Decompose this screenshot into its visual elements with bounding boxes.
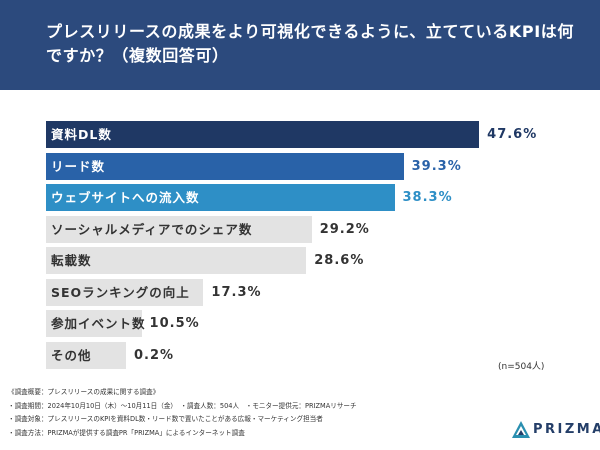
footer-line-period: ・調査期間：2024年10月10日（木）〜10月11日（金） ・調査人数：504… <box>8 401 357 410</box>
bar-3 <box>46 184 395 211</box>
bar-6 <box>46 278 204 306</box>
bar-label-2: リード数 <box>51 158 106 174</box>
bar-2 <box>46 152 404 180</box>
bar-value-5: 28.6% <box>314 253 365 268</box>
bar-label-7: 参加イベント数 <box>51 316 146 331</box>
bar-5 <box>46 247 307 274</box>
bar-value-4: 29.2% <box>319 221 370 237</box>
bar-label-5: 転載数 <box>51 253 92 268</box>
bar-value-2: 39.3% <box>411 158 462 174</box>
bar-value-7: 10.5% <box>149 316 200 331</box>
bar-4 <box>46 215 312 243</box>
bar-value-6: 17.3% <box>211 284 262 300</box>
bar-label-1: 資料DL数 <box>51 127 112 142</box>
prizma-logo-text: PRIZMA <box>533 422 600 437</box>
bar-8 <box>46 341 126 369</box>
footer-line-method: ・調査方法：PRIZMAが提供する調査PR「PRIZMA」によるインターネット調… <box>8 428 245 437</box>
bar-label-6: SEOランキングの向上 <box>51 284 190 300</box>
bar-label-4: ソーシャルメディアでのシェア数 <box>51 221 253 237</box>
footer-line-overview: 《調査概要：プレスリリースの成果に関する調査》 <box>8 388 160 396</box>
survey-footer: 《調査概要：プレスリリースの成果に関する調査》 ・調査期間：2024年10月10… <box>8 386 488 440</box>
prizma-logo-icon <box>512 421 530 438</box>
bar-value-8: 0.2% <box>134 347 175 363</box>
footer-line-target: ・調査対象：プレスリリースのKPIを資料DL数・リード数で置いたことがある広報・… <box>8 415 323 424</box>
sample-size-label: (n=504人) <box>498 362 545 372</box>
header-banner: プレスリリースの成果をより可視化できるように、立てているKPIは何ですか？（複数… <box>0 0 600 90</box>
bar-label-8: その他 <box>51 347 92 363</box>
page-title: プレスリリースの成果をより可視化できるように、立てているKPIは何ですか？（複数… <box>46 22 574 65</box>
bar-value-3: 38.3% <box>402 190 453 205</box>
bar-value-1: 47.6% <box>487 127 538 142</box>
bar-7 <box>46 310 142 337</box>
bar-1 <box>46 121 480 148</box>
bar-label-3: ウェブサイトへの流入数 <box>51 190 200 205</box>
